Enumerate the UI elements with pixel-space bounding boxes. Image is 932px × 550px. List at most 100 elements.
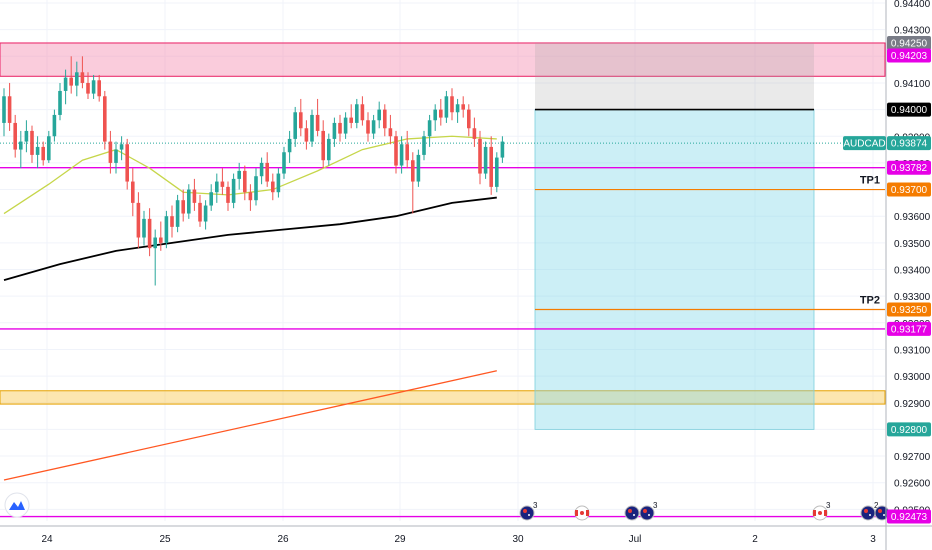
candle-body xyxy=(237,170,241,179)
tag-background xyxy=(887,48,931,63)
candle-body xyxy=(147,218,152,249)
maple-leaf xyxy=(818,511,822,515)
candle-body xyxy=(276,173,281,193)
candle-body xyxy=(19,141,23,150)
candle xyxy=(63,69,68,105)
candle xyxy=(343,112,348,139)
candle xyxy=(433,104,437,131)
candle-body xyxy=(69,77,73,86)
price-tag: 0.92800 xyxy=(887,422,931,437)
candle xyxy=(394,130,398,174)
x-tick-label: 2 xyxy=(752,534,758,545)
candle xyxy=(327,133,331,166)
tag-background xyxy=(843,136,886,151)
candle-body xyxy=(243,170,247,193)
candle xyxy=(125,138,129,190)
platform-logo[interactable] xyxy=(4,492,30,518)
flag-stripe xyxy=(586,510,589,516)
zones xyxy=(0,42,886,405)
candle xyxy=(299,98,303,137)
australia-flag-icon xyxy=(860,505,876,521)
candle-body xyxy=(192,189,197,203)
y-tick-label: 0.93100 xyxy=(894,345,931,356)
candle-body xyxy=(175,200,180,227)
candle xyxy=(355,98,359,129)
event-marker[interactable]: 3 xyxy=(639,501,658,521)
candle-body xyxy=(58,90,62,115)
candle-body xyxy=(131,181,135,203)
tag-text: 0.93250 xyxy=(891,305,928,316)
profit-target-area[interactable] xyxy=(534,109,815,430)
candle xyxy=(192,178,197,211)
price-tag: 0.93250 xyxy=(887,302,931,317)
candle-body xyxy=(265,162,269,182)
stop-loss-area[interactable] xyxy=(535,42,814,110)
candles xyxy=(2,56,505,286)
candle-body xyxy=(388,128,393,137)
candle xyxy=(399,136,404,174)
candle xyxy=(422,130,426,161)
candle xyxy=(231,173,236,209)
candle xyxy=(226,181,230,211)
y-tick-label: 0.94400 xyxy=(894,0,931,10)
flag-stripe xyxy=(813,510,816,516)
candle-body xyxy=(478,138,482,174)
candle xyxy=(304,120,309,150)
candle xyxy=(293,106,297,147)
candle xyxy=(461,96,465,118)
candle xyxy=(489,136,493,195)
position-tool[interactable]: TP1 TP2 xyxy=(534,42,885,430)
candle xyxy=(444,90,449,123)
price-tag: 0.93782 xyxy=(887,160,931,175)
event-marker[interactable] xyxy=(624,505,640,521)
candle xyxy=(19,130,23,169)
event-marker[interactable] xyxy=(574,505,590,521)
take-profit-label-2: TP2 xyxy=(860,294,880,306)
candle-body xyxy=(500,141,505,158)
candle-body xyxy=(444,96,449,118)
event-marker[interactable]: 3 xyxy=(519,501,538,521)
tag-background xyxy=(887,509,931,524)
y-tick-label: 0.94300 xyxy=(894,26,931,37)
y-tick-label: 0.93500 xyxy=(894,239,931,250)
candle-body xyxy=(489,146,493,187)
price-tag: 0.93874 xyxy=(887,136,931,151)
candle xyxy=(75,61,79,97)
event-marker[interactable]: 2 xyxy=(860,501,879,521)
event-marker[interactable] xyxy=(874,505,890,521)
australia-flag-icon xyxy=(639,505,655,521)
candle xyxy=(2,88,6,137)
candle xyxy=(483,141,488,179)
candle-body xyxy=(24,130,29,142)
economic-events[interactable]: 3 3 3 2 xyxy=(519,501,890,521)
candle xyxy=(310,109,314,147)
event-count: 3 xyxy=(533,501,538,510)
candle-body xyxy=(461,104,465,110)
candle-body xyxy=(136,202,141,238)
candle xyxy=(321,120,325,169)
candle-body xyxy=(2,96,6,123)
candle-body xyxy=(125,144,129,182)
candle-body xyxy=(215,181,219,193)
candle-body xyxy=(455,104,460,113)
australia-flag-icon xyxy=(519,505,535,521)
candle-body xyxy=(360,104,365,121)
tag-background xyxy=(887,302,931,317)
australia-flag-icon xyxy=(624,505,640,521)
candle-body xyxy=(13,122,17,150)
candle xyxy=(91,74,96,99)
candle-body xyxy=(52,114,57,137)
candle-body xyxy=(47,136,51,161)
flag-stripe xyxy=(575,510,578,516)
candle-body xyxy=(377,109,381,121)
australia-flag-icon xyxy=(874,505,890,521)
candle xyxy=(248,184,253,211)
candle xyxy=(411,152,415,214)
candle-body xyxy=(35,146,40,155)
candle xyxy=(13,114,17,158)
event-marker[interactable]: 3 xyxy=(812,501,831,521)
candle-body xyxy=(226,186,230,203)
candle-body xyxy=(422,136,426,155)
